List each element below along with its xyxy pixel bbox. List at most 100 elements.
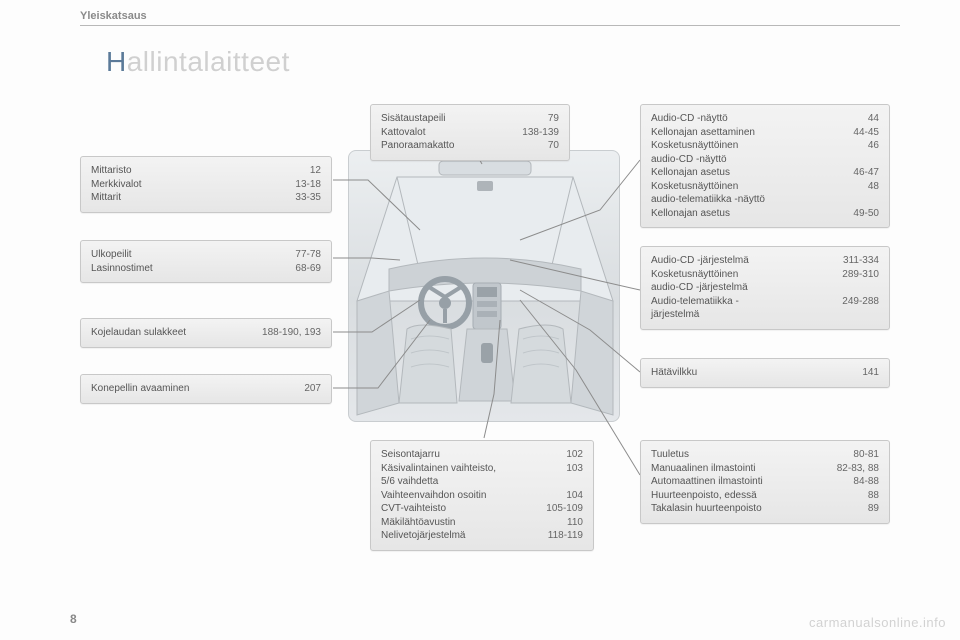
callout-label: Huurteenpoisto, edessä xyxy=(651,489,856,503)
callout-pages: 311-334 xyxy=(843,254,879,268)
callout-row: Kosketusnäyttöinen audio-CD -näyttö 46 xyxy=(651,139,879,166)
header-rule xyxy=(80,24,900,26)
callout-label: Kellonajan asetus xyxy=(651,166,841,180)
callout-label: Seisontajarru xyxy=(381,448,554,462)
callout-row: Sisätaustapeili 79 xyxy=(381,112,559,126)
callout-row: Mittaristo 12 xyxy=(91,164,321,178)
callout-label: Mäkilähtöavustin xyxy=(381,516,555,530)
callout-label: Merkkivalot xyxy=(91,178,283,192)
callout-row: Kojelaudan sulakkeet 188-190, 193 xyxy=(91,326,321,340)
callout-label: Kosketusnäyttöinen audio-CD -järjestelmä xyxy=(651,268,830,295)
callout-row: Hätävilkku141 xyxy=(651,366,879,380)
callout-label: Mittaristo xyxy=(91,164,298,178)
callout-pages: 103 xyxy=(566,462,583,489)
callout-konepelti: Konepellin avaaminen 207 xyxy=(80,374,332,404)
callout-label: Kosketusnäyttöinen audio-CD -näyttö xyxy=(651,139,856,166)
callout-label: Kattovalot xyxy=(381,126,510,140)
callout-pages: 104 xyxy=(566,489,583,503)
callout-label: Konepellin avaaminen xyxy=(91,382,292,396)
callout-label: Kellonajan asetus xyxy=(651,207,841,221)
callout-pages: 44-45 xyxy=(853,126,879,140)
callout-sisataustapeili: Sisätaustapeili 79 Kattovalot 138-139Panora… xyxy=(370,104,570,161)
callout-row: Panoraamakatto70 xyxy=(381,139,559,153)
callout-pages: 105-109 xyxy=(546,502,583,516)
callout-label: Käsivalintainen vaihteisto, 5/6 vaihdett… xyxy=(381,462,554,489)
callout-row: Seisontajarru 102 xyxy=(381,448,583,462)
callout-row: Nelivetojärjestelmä118-119 xyxy=(381,529,583,543)
page-number: 8 xyxy=(70,612,77,626)
title-rest: allintalaitteet xyxy=(127,46,290,77)
callout-pages: 77-78 xyxy=(295,248,321,262)
callout-pages: 49-50 xyxy=(853,207,879,221)
callout-label: CVT-vaihteisto xyxy=(381,502,534,516)
callout-row: Huurteenpoisto, edessä 88 xyxy=(651,489,879,503)
callout-label: Takalasin huurteenpoisto xyxy=(651,502,856,516)
callout-row: Käsivalintainen vaihteisto, 5/6 vaihdett… xyxy=(381,462,583,489)
callout-pages: 46-47 xyxy=(853,166,879,180)
callout-label: Audio-telematiikka - järjestelmä xyxy=(651,295,830,322)
callout-pages: 207 xyxy=(304,382,321,396)
callout-pages: 118-119 xyxy=(548,529,583,543)
callout-ulkopeilit: Ulkopeilit 77-78 Lasinnostimet 68-69 xyxy=(80,240,332,283)
callout-pages: 289-310 xyxy=(842,268,879,295)
callout-label: Mittarit xyxy=(91,191,283,205)
callout-pages: 33-35 xyxy=(295,191,321,205)
callout-row: Konepellin avaaminen 207 xyxy=(91,382,321,396)
callout-pages: 79 xyxy=(548,112,559,126)
callout-pages: 88 xyxy=(868,489,879,503)
callout-label: Vaihteenvaihdon osoitin xyxy=(381,489,554,503)
callout-row: Mittarit 33-35 xyxy=(91,191,321,205)
callout-label: Kosketusnäyttöinen audio-telematiikka -n… xyxy=(651,180,856,207)
callout-tuuletus: Tuuletus 80-81 Manuaalinen ilmastointi 82-8… xyxy=(640,440,890,524)
callout-label: Automaattinen ilmastointi xyxy=(651,475,841,489)
callout-pages: 102 xyxy=(566,448,583,462)
callout-label: Audio-CD -näyttö xyxy=(651,112,856,126)
callout-row: Audio-CD -näyttö 44 xyxy=(651,112,879,126)
callout-mittaristo: Mittaristo 12 Merkkivalot 13-18 Mittarit 33-3… xyxy=(80,156,332,213)
callout-label: Lasinnostimet xyxy=(91,262,283,276)
callout-pages: 89 xyxy=(868,502,879,516)
callout-label: Tuuletus xyxy=(651,448,841,462)
manual-page: Yleiskatsaus Hallintalaitteet xyxy=(0,0,960,640)
callout-row: Vaihteenvaihdon osoitin 104 xyxy=(381,489,583,503)
callout-pages: 12 xyxy=(310,164,321,178)
callout-row: Tuuletus 80-81 xyxy=(651,448,879,462)
callout-label: Kellonajan asettaminen xyxy=(651,126,841,140)
callout-pages: 48 xyxy=(868,180,879,207)
callout-audio-jarjestelma: Audio-CD -järjestelmä311-334Kosketusnäyt… xyxy=(640,246,890,330)
callout-row: Kosketusnäyttöinen audio-CD -järjestelmä… xyxy=(651,268,879,295)
callout-row: Kattovalot 138-139 xyxy=(381,126,559,140)
callout-pages: 80-81 xyxy=(853,448,879,462)
callout-row: Kellonajan asetus 49-50 xyxy=(651,207,879,221)
callout-label: Sisätaustapeili xyxy=(381,112,536,126)
callout-row: Kosketusnäyttöinen audio-telematiikka -n… xyxy=(651,180,879,207)
page-title: Hallintalaitteet xyxy=(106,46,290,78)
callout-hatavilkku: Hätävilkku141 xyxy=(640,358,890,388)
callout-row: Audio-telematiikka - järjestelmä 249-288 xyxy=(651,295,879,322)
section-header: Yleiskatsaus xyxy=(80,10,147,22)
callout-row: Manuaalinen ilmastointi 82-83, 88 xyxy=(651,462,879,476)
callout-label: Manuaalinen ilmastointi xyxy=(651,462,825,476)
callout-row: Kellonajan asettaminen 44-45 xyxy=(651,126,879,140)
callout-pages: 84-88 xyxy=(853,475,879,489)
callout-pages: 44 xyxy=(868,112,879,126)
callout-pages: 46 xyxy=(868,139,879,166)
callout-label: Ulkopeilit xyxy=(91,248,283,262)
callout-label: Kojelaudan sulakkeet xyxy=(91,326,250,340)
callout-pages: 138-139 xyxy=(522,126,559,140)
callout-row: Audio-CD -järjestelmä311-334 xyxy=(651,254,879,268)
callout-pages: 13-18 xyxy=(295,178,321,192)
callout-pages: 249-288 xyxy=(842,295,879,322)
callout-row: CVT-vaihteisto 105-109 xyxy=(381,502,583,516)
callout-pages: 110 xyxy=(567,516,583,530)
watermark: carmanualsonline.info xyxy=(809,615,946,630)
callout-row: Kellonajan asetus 46-47 xyxy=(651,166,879,180)
dashboard-diagram xyxy=(348,150,620,422)
callout-pages: 188-190, 193 xyxy=(262,326,321,340)
callout-pages: 82-83, 88 xyxy=(837,462,879,476)
title-accent: H xyxy=(106,46,127,77)
callout-row: Automaattinen ilmastointi 84-88 xyxy=(651,475,879,489)
callout-row: Ulkopeilit 77-78 xyxy=(91,248,321,262)
callout-audio-naytto: Audio-CD -näyttö44Kellonajan asettaminen… xyxy=(640,104,890,228)
callout-pages: 68-69 xyxy=(295,262,321,276)
